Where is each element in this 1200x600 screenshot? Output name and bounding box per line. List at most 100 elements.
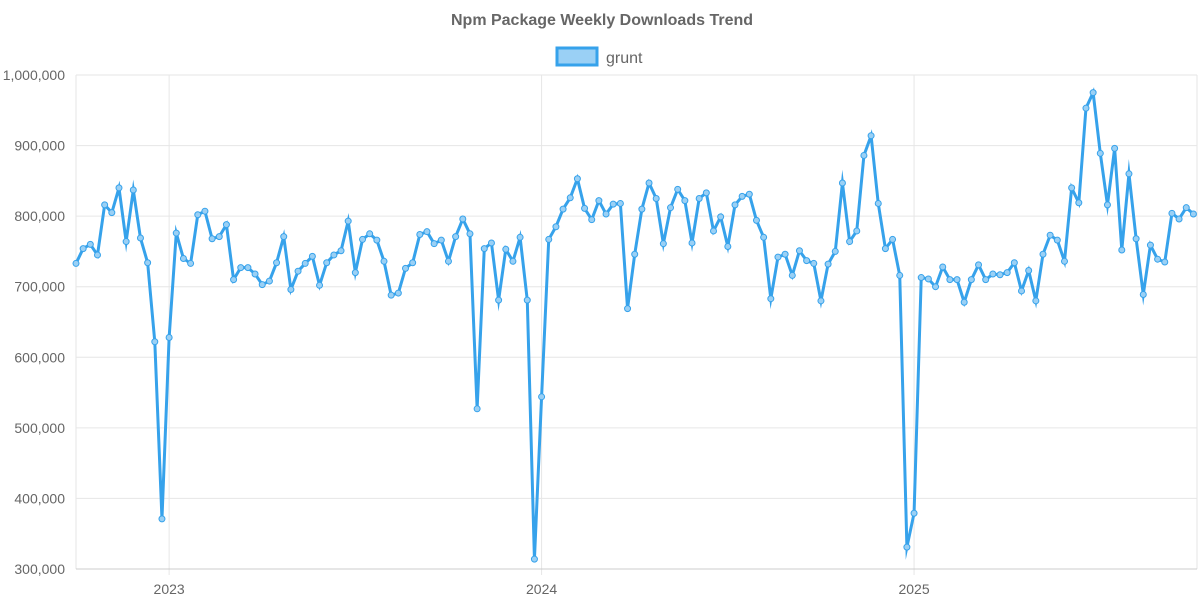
data-point[interactable] [953,276,961,284]
data-point[interactable] [452,233,460,241]
data-point[interactable] [652,195,660,202]
data-point[interactable] [1182,204,1190,212]
data-point[interactable] [1025,266,1033,274]
data-point[interactable] [1003,269,1011,277]
data-point[interactable] [581,204,589,212]
data-point[interactable] [473,405,481,413]
data-point[interactable] [251,270,259,278]
data-point[interactable] [838,179,846,187]
data-point[interactable] [316,281,324,289]
data-point[interactable] [244,264,252,272]
data-point[interactable] [795,247,803,255]
data-point[interactable] [602,210,610,218]
data-point[interactable] [201,207,209,215]
data-point[interactable] [230,276,238,284]
data-point[interactable] [437,236,445,244]
data-point[interactable] [530,555,538,563]
data-point[interactable] [380,257,388,265]
data-point[interactable] [516,233,524,241]
data-point[interactable] [552,223,560,231]
data-point[interactable] [924,275,932,283]
data-point[interactable] [1053,236,1061,244]
data-point[interactable] [1032,297,1040,305]
data-point[interactable] [466,230,474,238]
data-point[interactable] [767,295,775,303]
data-point[interactable] [93,251,101,259]
data-point[interactable] [1010,259,1018,267]
data-point[interactable] [1132,235,1140,243]
data-point[interactable] [158,515,166,523]
data-point[interactable] [287,286,295,294]
data-point[interactable] [194,211,202,219]
data-point[interactable] [502,245,510,253]
data-point[interactable] [1168,209,1176,217]
data-point[interactable] [1146,241,1154,249]
data-point[interactable] [495,296,503,304]
data-point[interactable] [151,338,159,346]
data-point[interactable] [423,228,431,236]
data-point[interactable] [136,234,144,242]
data-point[interactable] [215,233,223,241]
data-point[interactable] [559,205,567,213]
data-point[interactable] [774,253,782,261]
data-point[interactable] [810,259,818,267]
legend[interactable]: grunt [555,46,643,67]
data-point[interactable] [967,276,975,284]
data-point[interactable] [853,227,861,235]
data-point[interactable] [860,151,868,159]
data-point[interactable] [351,269,359,277]
data-point[interactable] [394,289,402,297]
data-point[interactable] [1096,149,1104,157]
data-point[interactable] [996,271,1004,279]
data-point[interactable] [817,297,825,305]
data-point[interactable] [788,271,796,279]
data-point[interactable] [301,259,309,267]
data-point[interactable] [745,190,753,198]
data-point[interactable] [731,201,739,209]
data-point[interactable] [631,250,639,258]
data-point[interactable] [609,200,617,208]
data-point[interactable] [179,254,187,262]
data-point[interactable] [624,305,632,313]
data-point[interactable] [781,250,789,258]
data-point[interactable] [1189,210,1197,218]
data-point[interactable] [702,189,710,197]
data-point[interactable] [1039,250,1047,258]
data-point[interactable] [710,227,717,235]
data-point[interactable] [910,509,918,517]
data-point[interactable] [1089,89,1097,97]
data-point[interactable] [889,235,897,243]
data-point[interactable] [237,264,245,272]
data-point[interactable] [1046,231,1054,239]
data-point[interactable] [79,245,87,253]
data-point[interactable] [1125,170,1133,178]
data-point[interactable] [402,264,409,272]
data-point[interactable] [538,393,546,401]
data-point[interactable] [616,199,624,207]
data-point[interactable] [824,260,832,268]
data-point[interactable] [724,242,732,250]
data-point[interactable] [659,240,667,248]
data-point[interactable] [1154,255,1162,263]
data-point[interactable] [323,259,331,267]
data-point[interactable] [595,197,603,205]
data-point[interactable] [344,217,352,225]
data-point[interactable] [645,179,653,187]
data-point[interactable] [115,184,123,192]
data-point[interactable] [545,235,553,243]
data-point[interactable] [1175,215,1183,223]
data-point[interactable] [487,239,495,247]
data-point[interactable] [273,259,281,267]
data-point[interactable] [903,543,911,551]
data-point[interactable] [1139,290,1147,298]
data-point[interactable] [960,298,968,306]
data-point[interactable] [917,274,925,282]
data-point[interactable] [932,283,940,291]
data-point[interactable] [688,239,696,247]
data-point[interactable] [881,245,889,253]
data-point[interactable] [86,240,94,248]
data-point[interactable] [129,186,137,194]
data-point[interactable] [667,204,675,212]
data-point[interactable] [588,216,596,224]
data-point[interactable] [222,221,230,229]
